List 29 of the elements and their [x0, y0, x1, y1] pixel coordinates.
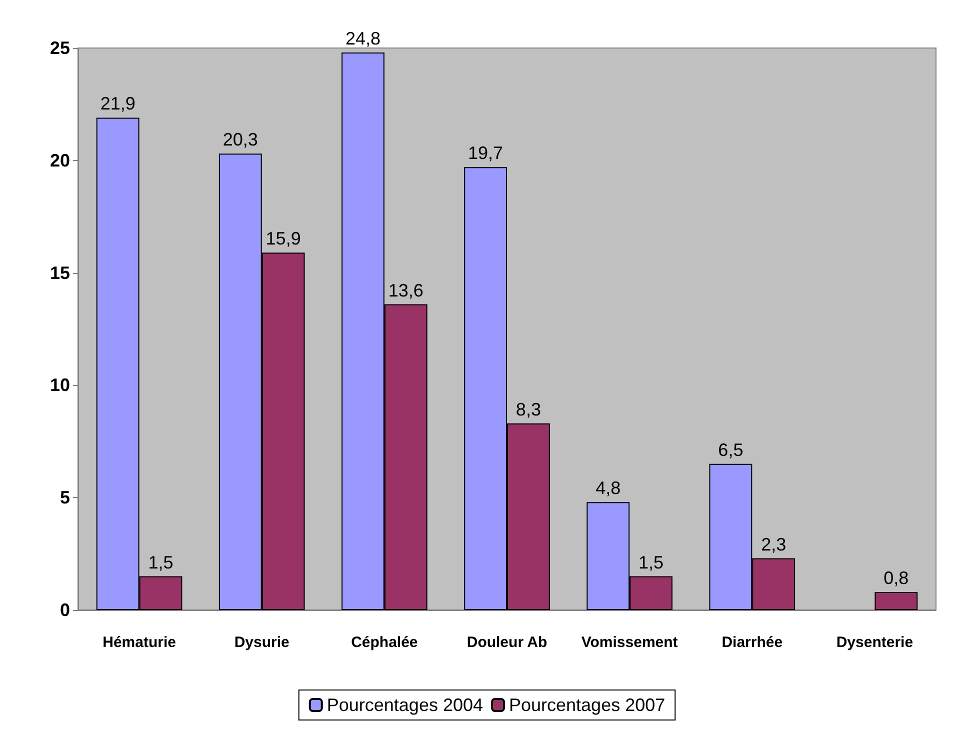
data-label: 8,3 — [516, 399, 541, 420]
data-label: 24,8 — [345, 28, 380, 48]
y-tick-label: 25 — [50, 38, 70, 58]
data-label: 13,6 — [388, 280, 424, 300]
x-tick-label: Céphalée — [351, 634, 418, 651]
x-tick-label: Douleur Ab — [466, 634, 548, 651]
data-label: 6,5 — [718, 440, 744, 460]
y-tick-label: 10 — [50, 375, 70, 396]
data-label: 2,3 — [761, 534, 786, 554]
data-label: 1,5 — [638, 552, 664, 572]
x-tick-label: Vomissement — [581, 634, 678, 651]
data-label: 1,5 — [148, 552, 174, 572]
x-tick-label: Dysurie — [234, 634, 290, 651]
data-label: 0,8 — [884, 568, 909, 588]
x-tick-label: Dysenterie — [836, 634, 914, 651]
y-tick-label: 0 — [60, 600, 70, 620]
legend-label: Pourcentages 2004 — [326, 695, 484, 715]
legend-label: Pourcentages 2007 — [509, 695, 666, 715]
data-label: 19,7 — [468, 143, 504, 164]
y-tick-label: 15 — [50, 262, 70, 283]
data-label: 4,8 — [596, 478, 621, 498]
x-tick-label: Diarrhée — [722, 634, 783, 651]
y-tick-label: 5 — [60, 488, 70, 508]
data-label: 20,3 — [222, 130, 258, 150]
data-label: 21,9 — [100, 94, 136, 114]
data-label: 15,9 — [266, 228, 301, 249]
x-tick-label: Hématurie — [102, 634, 176, 651]
y-tick-label: 20 — [50, 150, 70, 170]
bar — [874, 592, 918, 610]
